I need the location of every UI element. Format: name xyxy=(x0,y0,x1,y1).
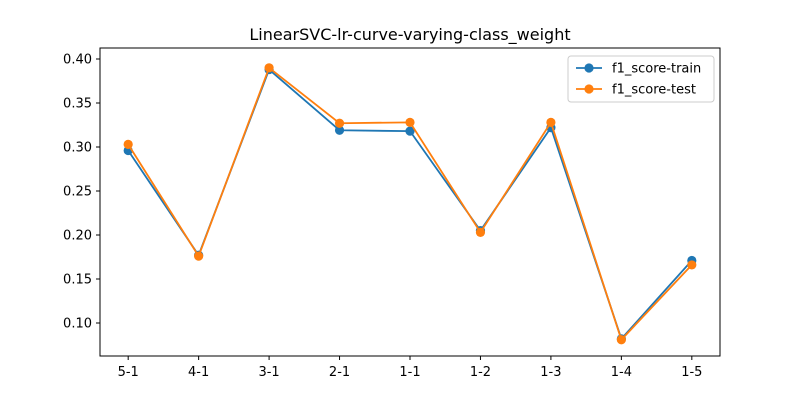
data-point xyxy=(616,335,626,345)
y-tick-label: 0.40 xyxy=(63,53,92,68)
legend-label: f1_score-test xyxy=(612,83,696,98)
axes: 0.10 0.15 0.20 0.25 0.30 0.35 0.40 5-1 4-1 3-1 2-1… xyxy=(63,47,721,380)
x-tick-label: 3-1 xyxy=(258,365,279,380)
x-tick-label: 1-2 xyxy=(470,365,491,380)
y-tick-label: 0.30 xyxy=(63,141,92,156)
data-point xyxy=(334,118,345,128)
y-tick-label: 0.20 xyxy=(63,229,92,244)
data-point xyxy=(334,125,345,135)
legend-swatch-marker xyxy=(584,84,594,94)
x-tick-label: 1-1 xyxy=(399,365,420,380)
x-tick-label: 1-3 xyxy=(540,365,561,380)
series-f1_score-test xyxy=(123,63,697,345)
series-layer xyxy=(123,63,697,345)
data-point xyxy=(546,117,556,127)
x-tick-label: 1-5 xyxy=(681,365,702,380)
x-tick-label: 2-1 xyxy=(329,365,350,380)
x-tick-label: 4-1 xyxy=(188,365,209,380)
y-tick-label: 0.35 xyxy=(63,97,92,112)
legend-entry: f1_score-test xyxy=(576,83,696,98)
legend-entry: f1_score-train xyxy=(576,62,701,77)
x-tick-label: 1-4 xyxy=(611,365,632,380)
data-point xyxy=(123,139,133,149)
y-tick-label: 0.25 xyxy=(63,185,92,200)
data-point xyxy=(405,126,415,136)
data-point xyxy=(405,117,415,127)
data-point xyxy=(194,251,204,261)
data-point xyxy=(687,260,697,270)
legend-swatch-marker xyxy=(584,63,594,73)
data-point xyxy=(475,227,486,237)
chart-title: LinearSVC-lr-curve-varying-class_weight xyxy=(249,25,570,45)
y-tick-label: 0.15 xyxy=(63,273,92,288)
x-tick-label: 5-1 xyxy=(118,365,139,380)
data-point xyxy=(264,63,274,73)
legend: f1_score-train f1_score-test xyxy=(567,55,715,103)
legend-label: f1_score-train xyxy=(612,62,701,77)
y-tick-label: 0.10 xyxy=(63,317,92,332)
legend-box xyxy=(567,55,715,103)
